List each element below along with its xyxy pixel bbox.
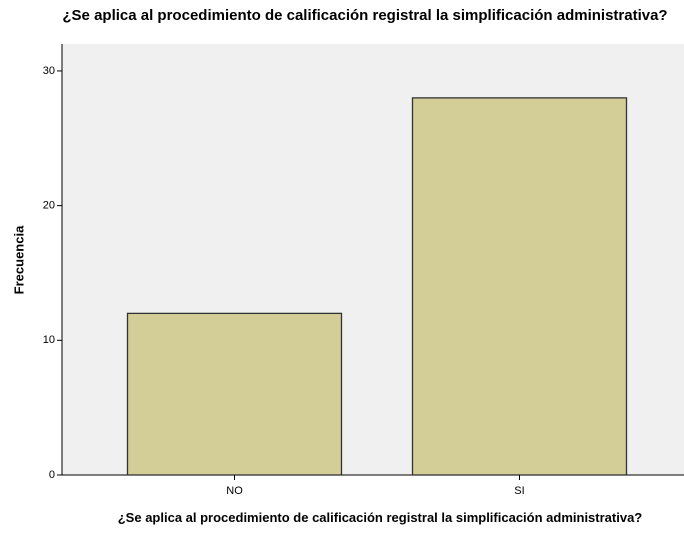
y-tick-label: 30 xyxy=(43,65,55,77)
bar xyxy=(411,97,628,476)
x-axis-label: ¿Se aplica al procedimiento de calificac… xyxy=(117,510,643,525)
y-tick-label: 20 xyxy=(43,200,55,212)
y-tick-label: 0 xyxy=(49,469,55,481)
chart-title: ¿Se aplica al procedimiento de calificac… xyxy=(62,7,668,24)
x-tick-label: SI xyxy=(514,485,524,497)
y-tick-label: 10 xyxy=(43,334,55,346)
y-axis-label: Frecuencia xyxy=(11,225,26,294)
bar xyxy=(126,312,343,476)
x-tick-label: NO xyxy=(226,485,243,497)
